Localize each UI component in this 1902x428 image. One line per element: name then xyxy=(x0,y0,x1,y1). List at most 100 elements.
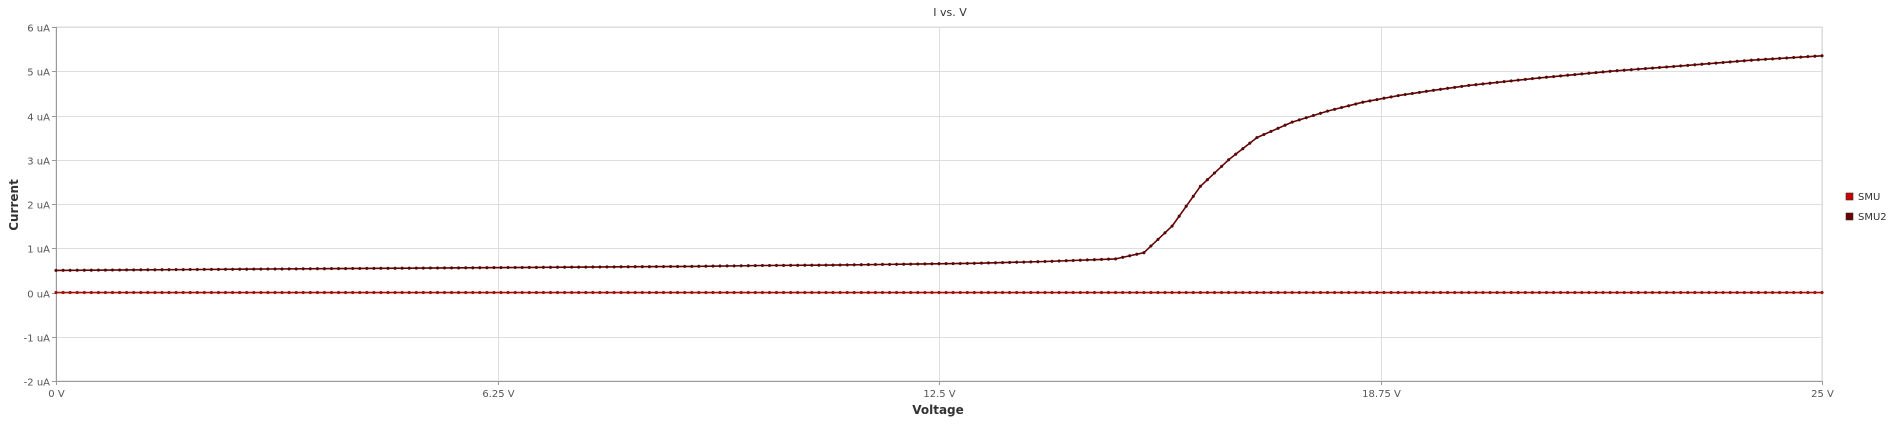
data-point xyxy=(1156,237,1160,241)
data-point xyxy=(718,264,722,268)
data-point xyxy=(1650,66,1655,70)
data-point xyxy=(1106,257,1111,261)
data-point xyxy=(1092,290,1096,295)
data-point xyxy=(407,290,411,295)
data-point xyxy=(1481,290,1485,295)
data-point xyxy=(986,290,990,295)
data-point xyxy=(732,264,736,268)
data-point xyxy=(1212,171,1217,175)
data-point xyxy=(146,290,150,295)
data-point xyxy=(471,290,475,295)
data-point xyxy=(1283,123,1287,127)
data-point xyxy=(732,290,736,295)
data-point xyxy=(979,261,983,265)
data-point xyxy=(1785,56,1789,60)
data-point xyxy=(965,261,969,265)
data-point xyxy=(329,290,334,295)
data-point xyxy=(238,267,242,271)
data-point xyxy=(690,264,694,268)
data-point xyxy=(746,290,750,295)
data-point xyxy=(1488,81,1492,85)
data-point xyxy=(1219,164,1224,168)
data-point xyxy=(202,290,206,295)
data-point xyxy=(845,263,849,267)
data-point xyxy=(774,263,779,267)
data-point xyxy=(195,267,199,272)
data-point xyxy=(555,265,560,269)
x-tick-label: 12.5 V xyxy=(923,389,955,400)
data-point xyxy=(132,268,136,272)
data-point xyxy=(1728,60,1732,64)
data-point xyxy=(1269,290,1273,295)
data-point xyxy=(1460,84,1464,88)
data-point xyxy=(1205,178,1209,182)
data-point xyxy=(1000,261,1005,265)
data-point xyxy=(1770,290,1775,295)
data-point xyxy=(1311,290,1315,295)
data-point xyxy=(817,263,821,267)
data-point xyxy=(902,262,906,266)
data-point xyxy=(160,290,164,295)
data-point xyxy=(132,290,136,295)
data-point xyxy=(767,263,772,268)
data-point xyxy=(986,261,990,265)
data-point xyxy=(1255,136,1259,140)
data-point xyxy=(393,290,397,295)
data-point xyxy=(1036,290,1040,295)
data-point xyxy=(584,290,588,295)
data-point xyxy=(428,290,432,295)
data-point xyxy=(287,290,291,295)
data-point xyxy=(1431,88,1436,92)
data-point xyxy=(1170,290,1174,295)
data-point xyxy=(89,268,93,272)
data-point xyxy=(209,267,213,271)
data-point xyxy=(294,290,298,295)
data-point xyxy=(1799,55,1803,59)
data-point xyxy=(499,290,503,295)
data-point xyxy=(1629,290,1633,295)
data-point xyxy=(259,267,263,271)
legend: SMU SMU2 xyxy=(1845,192,1887,223)
data-point xyxy=(315,267,319,271)
data-point xyxy=(1777,290,1782,295)
data-point xyxy=(1467,290,1471,295)
data-point xyxy=(746,264,750,268)
data-point xyxy=(478,266,482,270)
data-point xyxy=(1643,66,1647,71)
data-point xyxy=(534,265,538,269)
data-point xyxy=(266,267,270,271)
data-point xyxy=(1085,258,1089,262)
data-point xyxy=(1686,290,1690,295)
data-point xyxy=(386,290,390,295)
data-point xyxy=(958,261,962,266)
data-point xyxy=(1092,258,1096,262)
data-point xyxy=(697,290,701,295)
data-point xyxy=(1643,290,1647,295)
data-point xyxy=(1198,184,1202,188)
data-point xyxy=(1198,290,1202,295)
data-point xyxy=(75,268,79,272)
data-point xyxy=(1438,290,1443,295)
data-point xyxy=(1304,290,1308,295)
data-point xyxy=(937,290,941,295)
data-point xyxy=(1636,290,1640,295)
data-point xyxy=(668,264,673,269)
data-point xyxy=(1015,290,1019,295)
data-point xyxy=(1573,72,1577,77)
data-point xyxy=(181,290,185,295)
data-point xyxy=(1594,70,1598,75)
data-point xyxy=(1495,80,1499,84)
data-point xyxy=(1085,290,1089,295)
data-point xyxy=(1332,107,1337,111)
data-point xyxy=(647,290,651,295)
data-point xyxy=(252,290,256,295)
data-point xyxy=(570,265,574,269)
data-point xyxy=(577,265,581,269)
data-point xyxy=(1615,69,1619,73)
data-point xyxy=(944,262,948,266)
data-point xyxy=(1205,290,1209,295)
data-point xyxy=(866,263,870,267)
data-point xyxy=(1290,120,1294,124)
data-point xyxy=(457,290,461,295)
data-point xyxy=(301,267,305,271)
